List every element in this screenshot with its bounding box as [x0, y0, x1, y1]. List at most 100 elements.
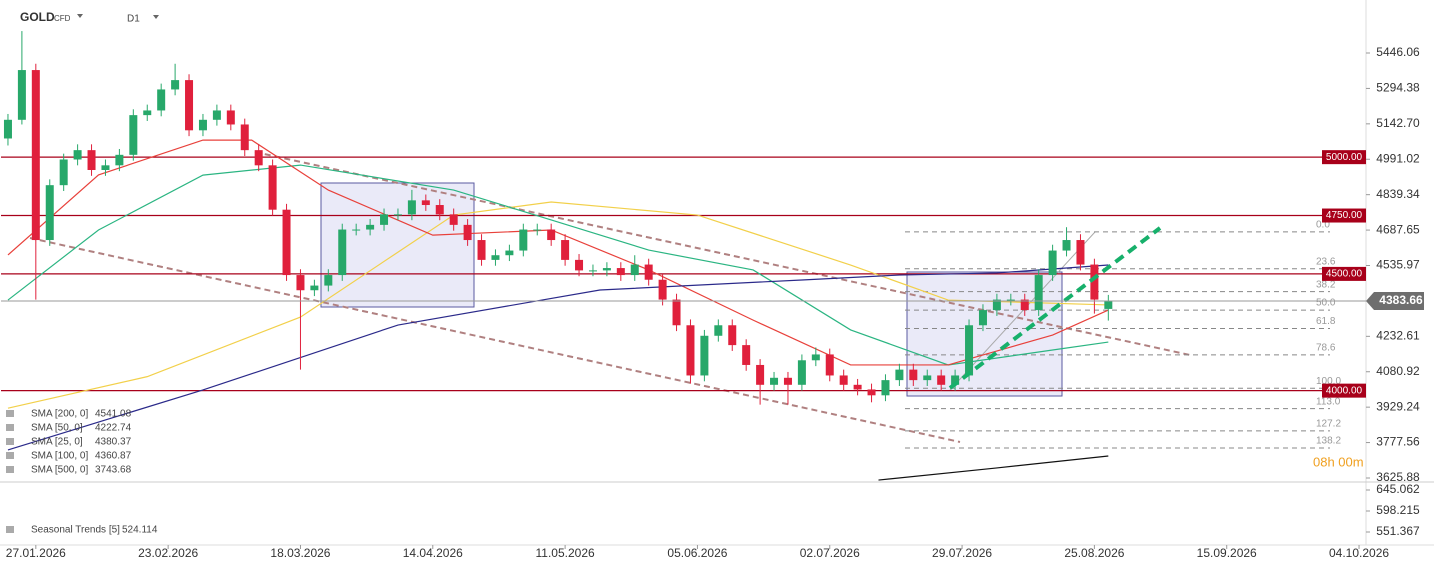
legend-icon	[6, 452, 14, 459]
fib-label: 38.2	[1316, 279, 1336, 290]
candle-body	[31, 70, 40, 241]
candle-body	[491, 255, 500, 260]
candle-body	[282, 209, 291, 276]
candle-body	[505, 250, 514, 256]
x-tick-label: 25.08.2026	[1064, 546, 1124, 560]
level-box	[1322, 150, 1366, 165]
candle-body	[226, 110, 235, 125]
candle-body	[310, 285, 319, 291]
symbol[interactable]: GOLD	[20, 10, 55, 24]
y-tick-label: 4232.61	[1376, 328, 1420, 342]
x-tick-label: 11.05.2026	[536, 546, 595, 560]
candle-body	[770, 377, 779, 385]
candle-body	[59, 159, 68, 186]
candle-body	[157, 89, 166, 111]
dropdown[interactable]	[77, 14, 83, 18]
last-price-label: 4383.66	[1379, 293, 1423, 307]
x-tick-label: 27.01.2026	[6, 546, 66, 560]
candle-body	[101, 165, 110, 170]
legend-name: SMA [25, 0]	[31, 437, 83, 448]
candle-body	[700, 335, 709, 376]
x-tick-label: 18.03.2026	[270, 546, 330, 560]
candle-body	[811, 354, 820, 361]
candle-body	[630, 264, 639, 276]
candle-body	[3, 119, 12, 139]
candle-body	[742, 345, 751, 365]
candle-body	[797, 360, 806, 385]
drawings	[29, 151, 1191, 443]
x-tick-label: 29.07.2026	[932, 546, 992, 560]
fib-label: 61.8	[1316, 316, 1336, 327]
candle-body	[477, 240, 486, 260]
candle-body	[1090, 264, 1099, 300]
level-box	[1322, 383, 1366, 398]
y-tick-label: 4687.65	[1376, 222, 1420, 236]
level-label: 4500.00	[1326, 269, 1363, 280]
level-label: 4750.00	[1326, 210, 1363, 221]
candle-body	[1034, 275, 1043, 311]
sma-line	[7, 201, 1109, 409]
candle-body	[965, 325, 974, 376]
candle-body	[421, 200, 430, 206]
legend-icon	[6, 410, 14, 417]
fib-label: 127.2	[1316, 418, 1341, 429]
candle-body	[407, 200, 416, 215]
candle-body	[602, 268, 611, 271]
candle-body	[296, 275, 305, 291]
candle-body	[1048, 250, 1057, 276]
fib-label: 138.2	[1316, 436, 1341, 447]
x-tick-label: 14.04.2026	[403, 546, 463, 560]
level-label: 5000.00	[1326, 152, 1363, 163]
candle-body	[1104, 301, 1113, 309]
candle-body	[992, 299, 1001, 311]
candle-body	[588, 270, 597, 272]
candle-body	[463, 224, 472, 241]
candle-body	[547, 229, 556, 241]
candle-body	[45, 185, 54, 241]
legend-value: 3743.68	[95, 465, 132, 476]
candle-body	[853, 384, 862, 390]
dropdown[interactable]	[153, 15, 159, 19]
candle-body	[714, 325, 723, 336]
candle-body	[198, 119, 207, 131]
y-tick-label: 4839.34	[1376, 187, 1420, 201]
candle-body	[324, 275, 333, 286]
y-tick-label: 5446.06	[1376, 45, 1420, 59]
candle-body	[658, 279, 667, 300]
y-tick-label: 4080.92	[1376, 364, 1420, 378]
candle-body	[268, 165, 277, 210]
legend-icon	[6, 466, 14, 473]
fib-label: 78.6	[1316, 342, 1336, 353]
candle-body	[978, 310, 987, 326]
candle-body	[212, 110, 221, 120]
legend-name: SMA [50, 0]	[31, 423, 83, 434]
legend-icon	[6, 424, 14, 431]
candle-body	[366, 224, 375, 230]
trend-line	[29, 237, 961, 443]
y-tick-label: 3777.56	[1376, 435, 1420, 449]
countdown: 08h 00m	[1313, 454, 1364, 469]
candle-body	[839, 375, 848, 385]
candle-body	[352, 229, 361, 231]
y-tick-label: 4991.02	[1376, 151, 1420, 165]
timeframe[interactable]: D1	[127, 14, 140, 25]
candle-body	[73, 150, 82, 160]
candle-body	[17, 70, 26, 120]
candle-body	[393, 214, 402, 216]
candle-body	[561, 240, 570, 260]
legend-value: 4541.08	[95, 409, 132, 420]
legend-name: Seasonal Trends [5]	[31, 525, 120, 536]
legend-value: 4360.87	[95, 451, 132, 462]
candle-body	[171, 80, 180, 90]
x-tick-label: 05.06.2026	[667, 546, 727, 560]
candle-body	[867, 389, 876, 396]
candle-body	[937, 375, 946, 385]
level-label: 4000.00	[1326, 385, 1363, 396]
level-box	[1322, 266, 1366, 281]
candle-body	[338, 229, 347, 276]
candle-body	[951, 375, 960, 385]
fib-label: 100.0	[1316, 376, 1341, 387]
y-tick-label: 3929.24	[1376, 399, 1420, 413]
candle-body	[756, 364, 765, 385]
